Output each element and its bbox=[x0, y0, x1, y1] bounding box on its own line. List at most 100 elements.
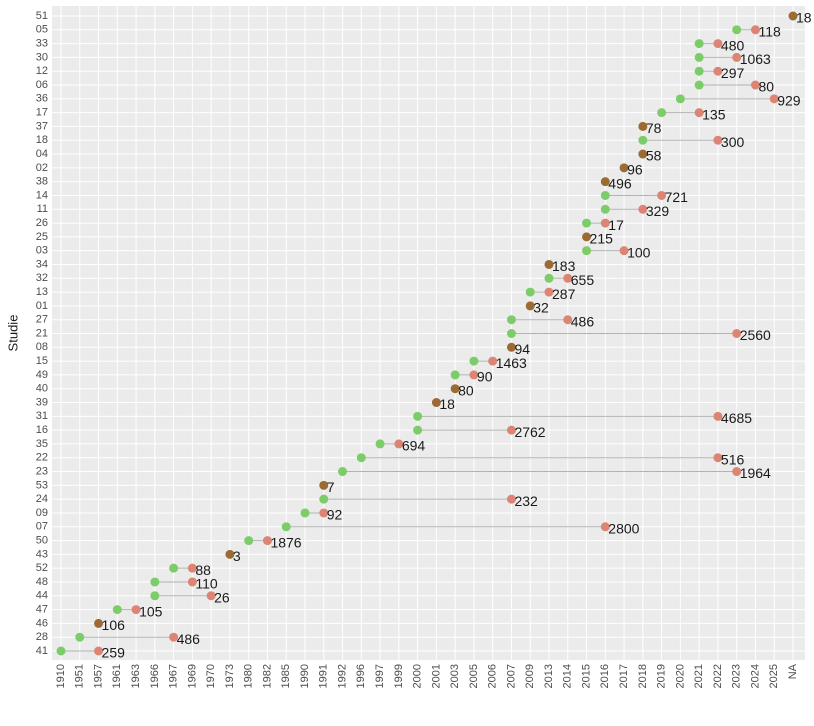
value-label: 110 bbox=[195, 576, 218, 592]
x-tick-label: 2001 bbox=[430, 664, 442, 688]
single-point bbox=[319, 480, 329, 490]
value-label: 721 bbox=[665, 189, 689, 205]
value-label: 26 bbox=[214, 589, 230, 605]
y-tick-label: 40 bbox=[36, 383, 48, 395]
value-label: 32 bbox=[533, 300, 549, 316]
value-label: 183 bbox=[552, 258, 576, 274]
start-point bbox=[469, 356, 479, 366]
y-tick-label: 43 bbox=[36, 548, 48, 560]
start-point bbox=[544, 273, 554, 283]
y-tick-label: 15 bbox=[36, 355, 48, 367]
end-point bbox=[713, 411, 723, 421]
value-label: 105 bbox=[139, 603, 163, 619]
y-tick-label: 46 bbox=[36, 617, 48, 629]
y-tick-label: 14 bbox=[36, 189, 48, 201]
x-tick-label: 1963 bbox=[130, 664, 142, 688]
value-label: 486 bbox=[177, 631, 201, 647]
start-point bbox=[600, 190, 610, 200]
y-tick-label: 06 bbox=[36, 79, 48, 91]
end-point bbox=[544, 287, 554, 297]
x-tick-label: 1966 bbox=[149, 664, 161, 688]
value-label: 96 bbox=[627, 162, 643, 178]
x-tick-label: 2020 bbox=[674, 664, 686, 688]
value-label: 4685 bbox=[721, 410, 752, 426]
value-label: 232 bbox=[514, 493, 538, 509]
value-label: 1876 bbox=[270, 534, 301, 550]
x-tick-label: 2006 bbox=[487, 664, 499, 688]
y-tick-label: 24 bbox=[36, 493, 48, 505]
value-label: 215 bbox=[590, 231, 614, 247]
y-tick-label: 18 bbox=[36, 134, 48, 146]
value-label: 135 bbox=[702, 106, 726, 122]
x-tick-label: 2013 bbox=[543, 664, 555, 688]
start-point bbox=[112, 605, 122, 615]
x-tick-label: 2017 bbox=[618, 664, 630, 688]
start-point bbox=[375, 439, 385, 449]
x-tick-label: 2003 bbox=[449, 664, 461, 688]
y-tick-label: 08 bbox=[36, 341, 48, 353]
y-tick-label: 05 bbox=[36, 24, 48, 36]
y-tick-label: 12 bbox=[36, 65, 48, 77]
y-tick-label: 23 bbox=[36, 465, 48, 477]
start-point bbox=[694, 80, 704, 90]
end-point bbox=[750, 80, 760, 90]
single-point bbox=[94, 618, 104, 628]
value-label: 1463 bbox=[496, 355, 527, 371]
value-label: 929 bbox=[777, 93, 801, 109]
x-tick-label: 1951 bbox=[74, 664, 86, 688]
value-label: 90 bbox=[477, 369, 493, 385]
y-tick-label: 34 bbox=[36, 258, 48, 270]
end-point bbox=[506, 494, 516, 504]
value-label: 100 bbox=[627, 244, 651, 260]
end-point bbox=[732, 52, 742, 62]
end-point bbox=[563, 315, 573, 325]
end-point bbox=[713, 39, 723, 49]
end-point bbox=[732, 329, 742, 338]
value-label: 58 bbox=[646, 148, 662, 164]
x-tick-label: 1957 bbox=[92, 664, 104, 688]
x-tick-label: 2023 bbox=[731, 664, 743, 688]
x-tick-label: 1973 bbox=[224, 664, 236, 688]
value-label: 655 bbox=[571, 272, 595, 288]
value-label: 486 bbox=[571, 313, 595, 329]
start-point bbox=[600, 204, 610, 214]
single-point bbox=[638, 149, 648, 159]
y-tick-label: 09 bbox=[36, 507, 48, 519]
value-label: 18 bbox=[439, 396, 455, 412]
end-point bbox=[769, 94, 779, 104]
y-tick-label: 25 bbox=[36, 231, 48, 243]
end-point bbox=[319, 508, 329, 518]
start-point bbox=[694, 52, 704, 62]
y-tick-label: 31 bbox=[36, 410, 48, 422]
end-point bbox=[657, 190, 667, 200]
end-point bbox=[169, 632, 179, 642]
end-point bbox=[600, 218, 610, 228]
y-tick-label: 44 bbox=[36, 590, 48, 602]
x-tick-label: 1997 bbox=[374, 664, 386, 688]
y-tick-label: 22 bbox=[36, 452, 48, 464]
start-point bbox=[56, 646, 66, 656]
end-point bbox=[638, 204, 648, 214]
x-tick-label: NA bbox=[787, 663, 799, 679]
y-tick-label: 27 bbox=[36, 314, 48, 326]
start-point bbox=[338, 467, 348, 477]
value-label: 480 bbox=[721, 37, 745, 53]
start-point bbox=[675, 94, 685, 104]
x-tick-label: 2009 bbox=[524, 664, 536, 688]
x-tick-label: 2022 bbox=[712, 664, 724, 688]
value-label: 2800 bbox=[608, 520, 639, 536]
single-point bbox=[225, 549, 235, 559]
single-point bbox=[582, 232, 592, 242]
end-point bbox=[187, 563, 197, 573]
start-point bbox=[356, 453, 366, 463]
value-label: 118 bbox=[758, 24, 781, 40]
start-point bbox=[413, 411, 423, 421]
single-point bbox=[506, 342, 516, 352]
x-tick-label: 2015 bbox=[580, 664, 592, 688]
value-label: 2762 bbox=[514, 424, 545, 440]
y-tick-label: 11 bbox=[37, 203, 48, 215]
x-tick-label: 1999 bbox=[393, 664, 405, 688]
value-label: 2560 bbox=[740, 327, 771, 343]
start-point bbox=[582, 218, 592, 228]
